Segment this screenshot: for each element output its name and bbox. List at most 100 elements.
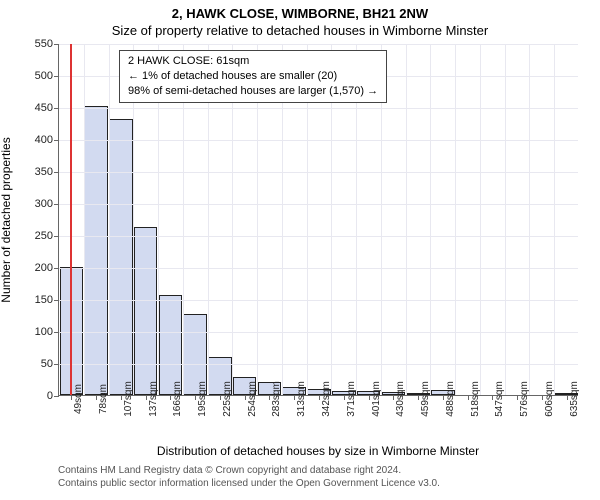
y-tick-label: 200 — [35, 262, 53, 274]
histogram-bar — [109, 119, 133, 395]
x-tick-mark — [319, 395, 320, 400]
x-tick-label: 78sqm — [96, 384, 109, 414]
x-tick-mark — [369, 395, 370, 400]
gridline-h — [59, 268, 578, 269]
x-tick-mark — [146, 395, 147, 400]
x-tick-mark — [121, 395, 122, 400]
y-tick-label: 100 — [35, 326, 53, 338]
x-tick-mark — [294, 395, 295, 400]
x-tick-label: 313sqm — [294, 381, 307, 417]
histogram-bar — [134, 227, 158, 395]
gridline-v — [406, 44, 407, 395]
gridline-v — [430, 44, 431, 395]
info-box: 2 HAWK CLOSE: 61sqm ← 1% of detached hou… — [119, 50, 387, 103]
gridline-v — [529, 44, 530, 395]
y-tick-mark — [54, 364, 59, 365]
x-tick-label: 137sqm — [146, 381, 159, 417]
y-tick-label: 50 — [41, 358, 53, 370]
gridline-h — [59, 204, 578, 205]
x-tick-label: 254sqm — [245, 381, 258, 417]
gridline-h — [59, 300, 578, 301]
x-tick-label: 576sqm — [517, 381, 530, 417]
x-tick-label: 518sqm — [468, 381, 481, 417]
gridline-v — [109, 44, 110, 395]
y-tick-label: 550 — [35, 38, 53, 50]
x-tick-mark — [443, 395, 444, 400]
x-tick-mark — [220, 395, 221, 400]
gridline-v — [554, 44, 555, 395]
gridline-h — [59, 108, 578, 109]
plot-area: 2 HAWK CLOSE: 61sqm ← 1% of detached hou… — [58, 44, 578, 396]
x-tick-label: 225sqm — [220, 381, 233, 417]
x-tick-label: 371sqm — [344, 381, 357, 417]
y-tick-mark — [54, 76, 59, 77]
x-tick-label: 49sqm — [71, 384, 84, 414]
y-axis-label: Number of detached properties — [0, 137, 13, 302]
y-tick-mark — [54, 204, 59, 205]
x-tick-label: 547sqm — [492, 381, 505, 417]
gridline-h — [59, 236, 578, 237]
y-tick-label: 0 — [47, 390, 53, 402]
y-tick-label: 150 — [35, 294, 53, 306]
footer-line-2: Contains public sector information licen… — [58, 477, 440, 490]
chart-container: 2, HAWK CLOSE, WIMBORNE, BH21 2NW Size o… — [0, 0, 600, 500]
x-tick-label: 195sqm — [195, 381, 208, 417]
x-tick-mark — [344, 395, 345, 400]
x-tick-mark — [567, 395, 568, 400]
x-tick-label: 401sqm — [369, 381, 382, 417]
x-tick-label: 459sqm — [418, 381, 431, 417]
x-tick-mark — [71, 395, 72, 400]
gridline-v — [505, 44, 506, 395]
histogram-bar — [84, 106, 108, 395]
y-tick-mark — [54, 332, 59, 333]
x-tick-mark — [269, 395, 270, 400]
property-marker-line — [70, 44, 72, 395]
gridline-h — [59, 172, 578, 173]
y-tick-label: 400 — [35, 134, 53, 146]
x-tick-label: 635sqm — [567, 381, 580, 417]
x-tick-label: 342sqm — [319, 381, 332, 417]
x-tick-mark — [468, 395, 469, 400]
x-tick-label: 283sqm — [269, 381, 282, 417]
x-tick-mark — [492, 395, 493, 400]
info-line-2: ← 1% of detached houses are smaller (20) — [128, 69, 378, 84]
x-tick-label: 606sqm — [542, 381, 555, 417]
y-tick-mark — [54, 108, 59, 109]
footer-attribution: Contains HM Land Registry data © Crown c… — [58, 464, 440, 490]
y-tick-mark — [54, 44, 59, 45]
y-tick-label: 350 — [35, 166, 53, 178]
chart-title-main: 2, HAWK CLOSE, WIMBORNE, BH21 2NW — [0, 0, 600, 21]
info-line-1: 2 HAWK CLOSE: 61sqm — [128, 54, 378, 69]
x-tick-mark — [245, 395, 246, 400]
y-tick-mark — [54, 140, 59, 141]
gridline-v — [480, 44, 481, 395]
x-tick-mark — [542, 395, 543, 400]
gridline-v — [455, 44, 456, 395]
y-tick-mark — [54, 172, 59, 173]
gridline-v — [84, 44, 85, 395]
y-tick-mark — [54, 236, 59, 237]
info-line-3: 98% of semi-detached houses are larger (… — [128, 84, 378, 99]
gridline-h — [59, 332, 578, 333]
y-tick-mark — [54, 268, 59, 269]
y-tick-label: 500 — [35, 70, 53, 82]
y-tick-label: 300 — [35, 198, 53, 210]
x-tick-mark — [170, 395, 171, 400]
y-tick-label: 450 — [35, 102, 53, 114]
gridline-h — [59, 44, 578, 45]
x-tick-label: 488sqm — [443, 381, 456, 417]
x-tick-label: 107sqm — [121, 381, 134, 417]
y-tick-mark — [54, 300, 59, 301]
x-tick-label: 430sqm — [393, 381, 406, 417]
histogram-bar — [159, 295, 183, 395]
x-tick-mark — [517, 395, 518, 400]
gridline-h — [59, 140, 578, 141]
x-tick-mark — [195, 395, 196, 400]
chart-title-sub: Size of property relative to detached ho… — [0, 21, 600, 38]
x-tick-mark — [418, 395, 419, 400]
y-tick-label: 250 — [35, 230, 53, 242]
x-axis-label: Distribution of detached houses by size … — [58, 444, 578, 458]
x-tick-label: 166sqm — [170, 381, 183, 417]
y-tick-mark — [54, 396, 59, 397]
gridline-h — [59, 364, 578, 365]
